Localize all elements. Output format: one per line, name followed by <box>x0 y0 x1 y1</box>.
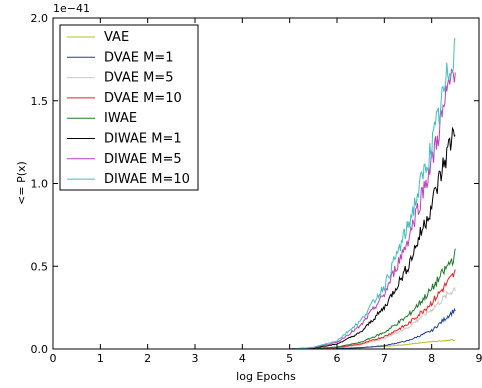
series-line-3 <box>53 269 455 349</box>
x-tick-label-5: 5 <box>286 352 293 365</box>
x-tick-label-4: 4 <box>239 352 246 365</box>
y-tick-label-2: 1.0 <box>31 178 49 191</box>
series-line-1 <box>53 309 455 349</box>
x-tick-label-6: 6 <box>334 352 341 365</box>
x-tick-label-2: 2 <box>144 352 151 365</box>
y-tick-label-0: 0.0 <box>31 343 49 356</box>
series-line-0 <box>53 340 455 349</box>
y-tick-label-4: 2.0 <box>31 12 49 25</box>
y-tick-label-3: 1.5 <box>31 95 49 108</box>
series-line-2 <box>53 288 455 349</box>
x-tick-label-9: 9 <box>476 352 482 365</box>
legend: VAE DVAE M=1 DVAE M=5 DVAE M=10 IWAE DIWAE M=… <box>60 25 198 190</box>
x-axis-label: log Epochs <box>236 370 296 383</box>
y-offset-label: 1e−41 <box>53 2 90 15</box>
legend-label-2: DVAE M=5 <box>104 71 173 86</box>
x-tick-label-1: 1 <box>97 352 104 365</box>
legend-label-5: DIWAE M=1 <box>104 132 182 147</box>
legend-label-0: VAE <box>104 30 129 45</box>
x-tick-label-3: 3 <box>192 352 199 365</box>
legend-label-7: DIWAE M=10 <box>104 172 190 187</box>
y-tick-label-1: 0.5 <box>31 260 49 273</box>
x-tick-label-0: 0 <box>50 352 57 365</box>
x-tick-label-7: 7 <box>381 352 388 365</box>
legend-label-4: IWAE <box>104 111 137 126</box>
legend-label-6: DIWAE M=5 <box>104 152 182 167</box>
legend-label-1: DVAE M=1 <box>104 50 173 65</box>
legend-label-3: DVAE M=10 <box>104 91 182 106</box>
x-tick-label-8: 8 <box>428 352 435 365</box>
y-axis-label: <= P(x) <box>15 161 28 205</box>
